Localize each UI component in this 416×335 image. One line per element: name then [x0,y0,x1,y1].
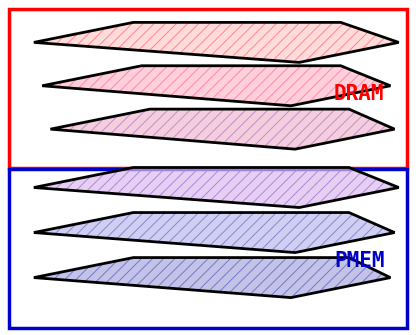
Polygon shape [42,66,391,106]
Text: PMEM: PMEM [334,251,384,271]
Polygon shape [34,212,394,253]
Polygon shape [34,168,399,208]
Bar [9,169,407,328]
Bar [9,9,407,167]
Text: DRAM: DRAM [334,84,384,104]
Polygon shape [34,22,399,62]
Polygon shape [50,109,394,149]
Polygon shape [34,258,391,297]
